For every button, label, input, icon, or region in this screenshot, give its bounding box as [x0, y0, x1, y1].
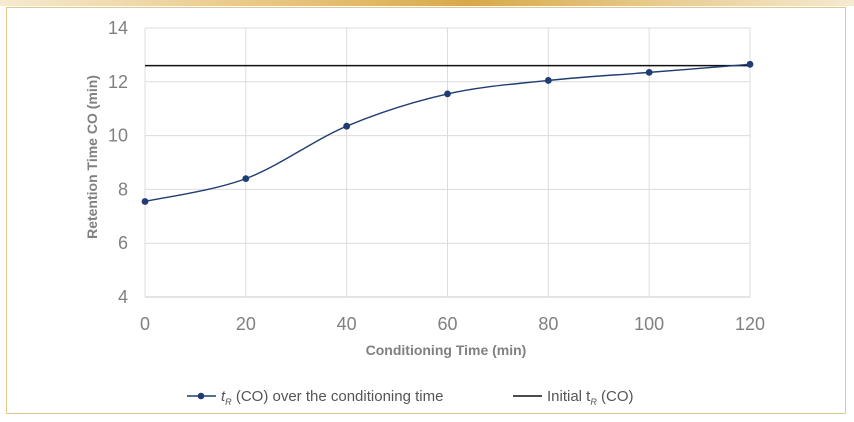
y-tick-label: 8: [118, 179, 128, 199]
legend-item-series-1: tR (CO) over the conditioning time: [187, 388, 443, 407]
x-tick-label: 100: [634, 314, 664, 334]
data-point-40: [343, 122, 351, 130]
x-tick-label: 120: [735, 314, 765, 334]
data-point-0: [141, 198, 149, 205]
data-point-80: [544, 77, 552, 84]
y-axis-ticks: 4 6 8 10 12 14: [108, 18, 128, 307]
y-tick-label: 6: [118, 233, 128, 253]
data-point-60: [444, 90, 451, 98]
y-tick-label: 10: [108, 126, 128, 146]
x-tick-label: 60: [437, 314, 457, 334]
y-tick-label: 12: [108, 72, 128, 92]
legend-marker-series-1: [197, 392, 205, 400]
x-axis-title: Conditioning Time (min): [366, 342, 527, 358]
data-point-120: [746, 60, 754, 68]
decorative-top-bar: [0, 0, 854, 6]
x-tick-label: 80: [538, 314, 558, 334]
legend-label-series-2: Initial tR (CO): [547, 388, 634, 407]
legend-item-series-2: Initial tR (CO): [513, 388, 634, 407]
y-tick-label: 14: [108, 18, 128, 38]
y-tick-label: 4: [118, 287, 128, 307]
grid: [144, 27, 751, 298]
series-layer: [141, 60, 754, 205]
data-point-100: [645, 68, 653, 76]
x-tick-label: 0: [140, 314, 150, 334]
x-tick-label: 40: [337, 314, 357, 334]
legend-label-series-1: tR (CO) over the conditioning time: [221, 388, 443, 407]
x-tick-label: 20: [236, 314, 256, 334]
legend: tR (CO) over the conditioning time Initi…: [187, 388, 634, 407]
x-axis-ticks: 0 20 40 60 80 100 120: [140, 314, 765, 334]
data-point-20: [242, 175, 250, 183]
figure-border: [6, 7, 846, 414]
y-axis-title: Retention Time CO (min): [84, 75, 100, 239]
